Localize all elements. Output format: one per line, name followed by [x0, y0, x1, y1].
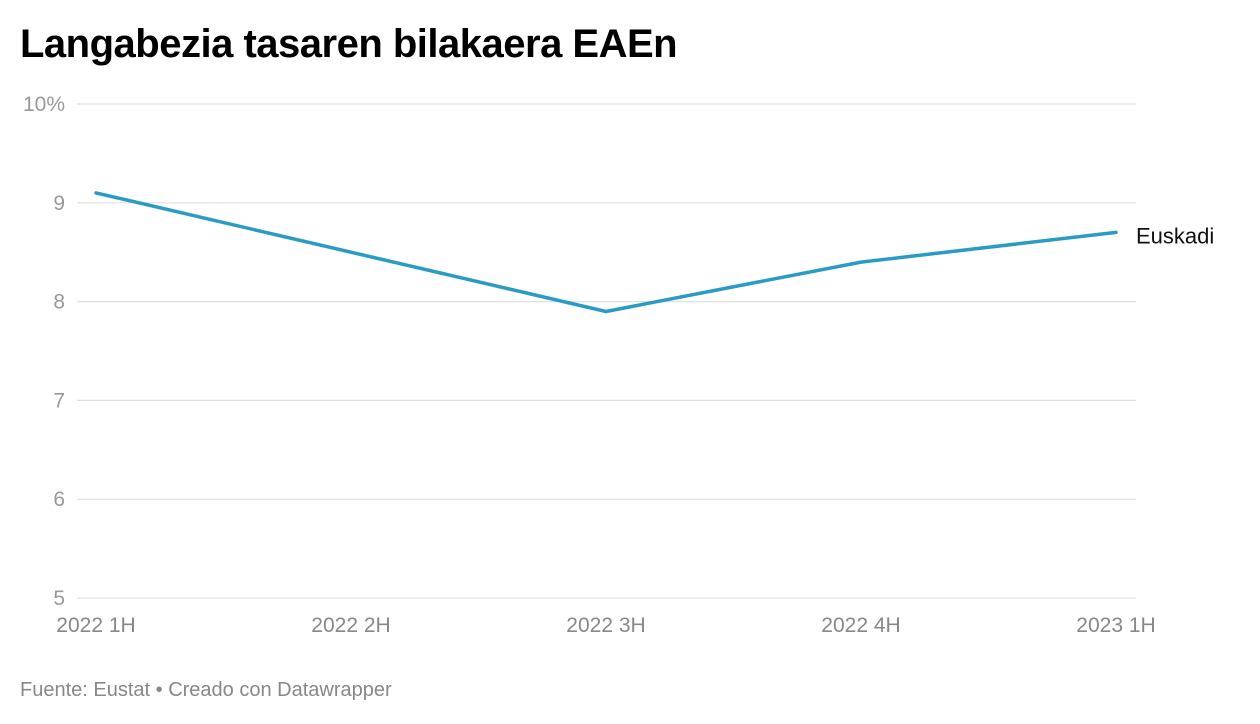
y-tick-label: 10%	[23, 93, 65, 116]
y-tick-label: 7	[53, 389, 65, 412]
gridlines	[77, 103, 1136, 599]
data-point	[94, 191, 98, 195]
data-point	[859, 260, 863, 264]
data-point	[604, 309, 608, 313]
y-tick-label: 6	[53, 488, 65, 511]
x-tick-label: 2023 1H	[1076, 614, 1155, 637]
series-label: Euskadi	[1136, 223, 1214, 248]
x-tick-label: 2022 1H	[56, 614, 135, 637]
y-tick-label: 9	[53, 192, 65, 215]
series-lines	[94, 191, 1118, 314]
series-line-0	[94, 191, 1118, 314]
source-footer: Fuente: Eustat • Creado con Datawrapper	[20, 679, 392, 701]
x-tick-label: 2022 2H	[311, 614, 390, 637]
x-tick-label: 2022 3H	[566, 614, 645, 637]
y-tick-label: 8	[53, 291, 65, 314]
series-labels: Euskadi	[1136, 223, 1214, 248]
chart-title: Langabezia tasaren bilakaera EAEn	[20, 22, 678, 66]
y-axis-tick-labels: 5 6 7 8 9 10%	[23, 93, 65, 610]
y-tick-label: 5	[53, 587, 65, 610]
x-axis-tick-labels: 2022 1H 2022 2H 2022 3H 2022 4H 2023 1H	[56, 614, 1155, 637]
data-point	[349, 250, 353, 254]
data-point	[1114, 230, 1118, 234]
x-tick-label: 2022 4H	[821, 614, 900, 637]
